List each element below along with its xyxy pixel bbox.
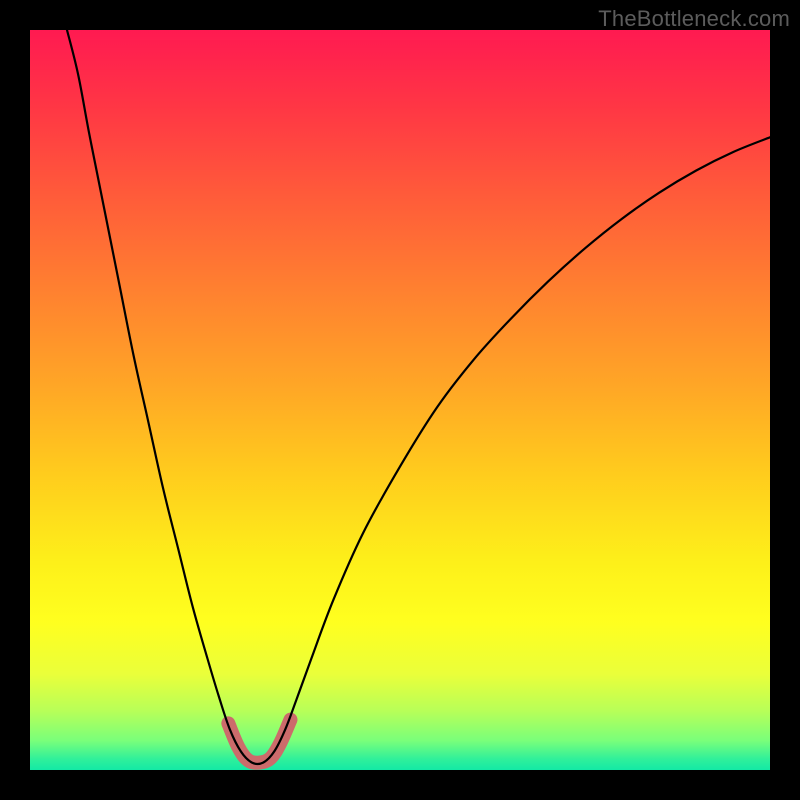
attribution-watermark: TheBottleneck.com [598,6,790,32]
chart-frame: TheBottleneck.com [0,0,800,800]
plot-area [30,30,770,770]
gradient-dip-chart [30,30,770,770]
gradient-background [30,30,770,770]
